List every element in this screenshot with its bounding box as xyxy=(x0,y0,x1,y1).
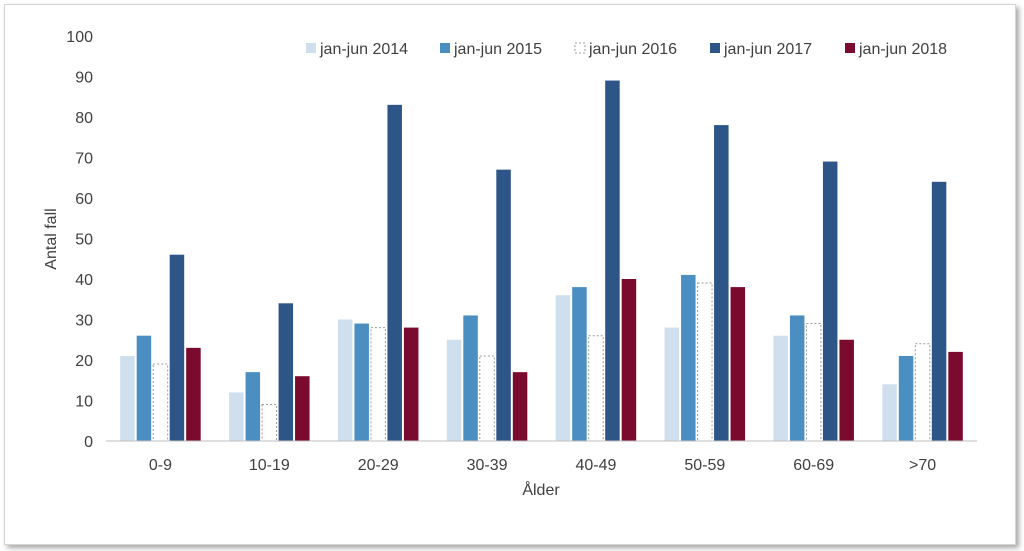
bar-jan-jun-2018-40-49 xyxy=(621,279,637,441)
bar-jan-jun-2016-10-19 xyxy=(261,404,278,442)
bar-jan-jun-2016->70 xyxy=(914,343,931,442)
y-tick-label: 70 xyxy=(75,151,93,168)
bar-jan-jun-2014-30-39 xyxy=(446,339,462,441)
legend-swatch-jan-jun-2016 xyxy=(574,42,586,54)
legend-swatch-jan-jun-2015 xyxy=(440,43,450,53)
x-tick-label: 0-9 xyxy=(149,457,172,474)
x-axis-title: Ålder xyxy=(522,480,560,499)
y-tick-label: 0 xyxy=(84,434,93,451)
bars xyxy=(120,80,963,442)
legend-label: jan-jun 2016 xyxy=(588,41,677,58)
bar-jan-jun-2016-60-69 xyxy=(805,323,822,442)
bar-jan-jun-2017-0-9 xyxy=(169,254,185,441)
y-axis-title: Antal fall xyxy=(43,208,60,269)
bar-jan-jun-2014-0-9 xyxy=(120,355,135,441)
bar-jan-jun-2017-50-59 xyxy=(714,125,729,441)
y-tick-label: 50 xyxy=(75,232,93,249)
x-tick-label: 10-19 xyxy=(249,457,290,474)
x-axis-ticks: 0-9 10-19 20-29 30-39 40-49 50-59 60-69 >70 xyxy=(149,457,936,474)
y-tick-label: 60 xyxy=(75,191,93,208)
y-tick-label: 30 xyxy=(75,313,93,330)
y-axis-ticks: 0 10 20 30 40 50 60 70 80 90 100 xyxy=(66,29,93,451)
bar-jan-jun-2014-10-19 xyxy=(229,392,244,441)
bar-jan-jun-2017->70 xyxy=(931,181,947,442)
bar-jan-jun-2015-10-19 xyxy=(245,372,261,441)
y-tick-label: 100 xyxy=(66,29,93,46)
bar-jan-jun-2014-60-69 xyxy=(773,335,788,441)
y-tick-label: 90 xyxy=(75,70,93,87)
legend-label: jan-jun 2014 xyxy=(319,41,408,58)
bar-jan-jun-2017-60-69 xyxy=(822,161,838,442)
bar-jan-jun-2015-40-49 xyxy=(572,287,587,441)
y-tick-label: 10 xyxy=(75,394,93,411)
bar-jan-jun-2016-40-49 xyxy=(588,335,604,442)
legend-swatch-jan-jun-2018 xyxy=(845,43,855,53)
bar-jan-jun-2018->70 xyxy=(948,351,963,441)
bar-jan-jun-2017-40-49 xyxy=(605,80,620,442)
legend-swatch-jan-jun-2014 xyxy=(306,43,316,53)
x-tick-label: >70 xyxy=(909,457,936,474)
bar-jan-jun-2018-0-9 xyxy=(186,347,201,441)
x-tick-label: 20-29 xyxy=(358,457,399,474)
bar-jan-jun-2018-20-29 xyxy=(403,327,419,441)
x-tick-label: 40-49 xyxy=(575,457,616,474)
x-tick-label: 30-39 xyxy=(467,457,508,474)
bar-jan-jun-2017-20-29 xyxy=(387,104,402,441)
x-tick-label: 60-69 xyxy=(793,457,834,474)
bar-jan-jun-2015-20-29 xyxy=(354,323,369,441)
bar-jan-jun-2016-20-29 xyxy=(370,327,386,442)
bar-jan-jun-2016-0-9 xyxy=(152,363,169,442)
y-tick-label: 20 xyxy=(75,353,93,370)
y-tick-label: 40 xyxy=(75,272,93,289)
bar-jan-jun-2015-50-59 xyxy=(681,274,696,441)
bar-jan-jun-2014-40-49 xyxy=(555,295,571,441)
x-tick-label: 50-59 xyxy=(684,457,725,474)
bar-jan-jun-2014-20-29 xyxy=(337,319,353,441)
y-tick-label: 80 xyxy=(75,110,93,127)
bar-jan-jun-2014->70 xyxy=(882,384,897,441)
legend-label: jan-jun 2018 xyxy=(858,41,947,58)
legend: jan-jun 2014 jan-jun 2015 jan-jun 2016 jan-… xyxy=(306,41,947,58)
legend-label: jan-jun 2017 xyxy=(723,41,812,58)
legend-label: jan-jun 2015 xyxy=(453,41,542,58)
bar-jan-jun-2017-30-39 xyxy=(496,169,511,441)
bar-jan-jun-2015-60-69 xyxy=(789,315,805,441)
bar-jan-jun-2016-50-59 xyxy=(697,282,713,442)
bar-jan-jun-2018-50-59 xyxy=(730,287,746,441)
bar-jan-jun-2015->70 xyxy=(898,355,914,441)
bar-jan-jun-2015-0-9 xyxy=(136,335,152,441)
bar-jan-jun-2017-10-19 xyxy=(278,303,294,441)
bar-jan-jun-2018-30-39 xyxy=(512,372,528,441)
bar-jan-jun-2015-30-39 xyxy=(463,315,478,441)
legend-swatch-jan-jun-2017 xyxy=(710,43,720,53)
bar-jan-jun-2018-10-19 xyxy=(295,376,310,441)
bar-jan-jun-2016-30-39 xyxy=(479,355,495,442)
bar-jan-jun-2018-60-69 xyxy=(839,339,854,441)
bar-jan-jun-2014-50-59 xyxy=(664,327,680,441)
